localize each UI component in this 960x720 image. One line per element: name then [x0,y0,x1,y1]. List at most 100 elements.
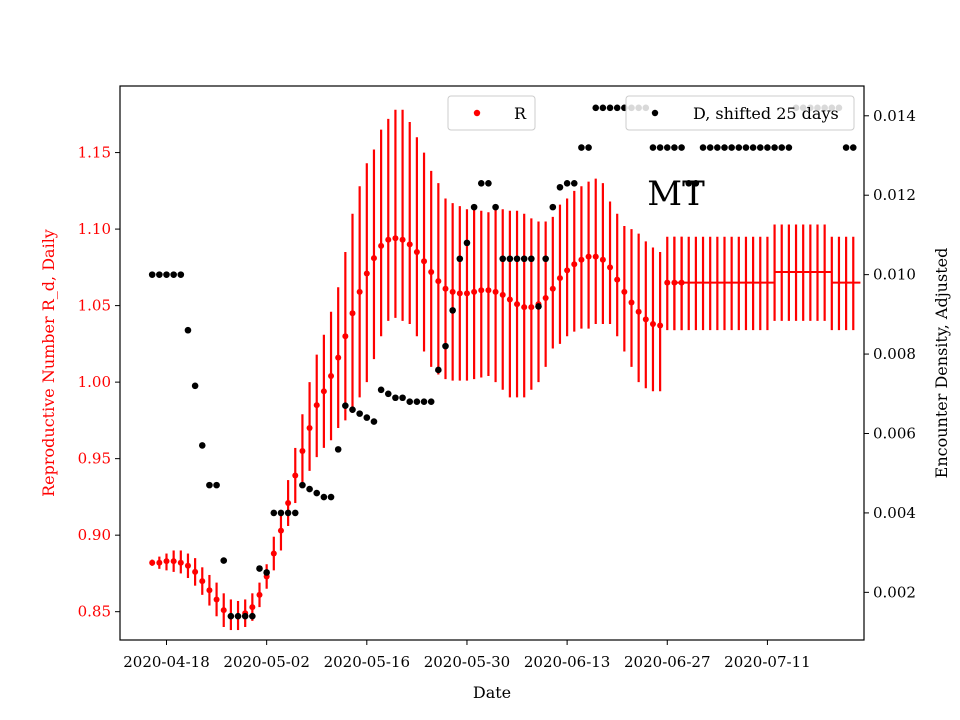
r-point [192,568,199,575]
r-point [528,304,535,311]
r-point [435,278,442,285]
x-tick-label: 2020-04-18 [123,653,209,671]
x-tick-label: 2020-06-27 [624,653,710,671]
d-point [771,144,778,151]
d-point [291,509,299,517]
r-point [335,354,342,361]
d-point [599,104,607,112]
d-point [649,144,657,151]
r-point [370,255,377,262]
d-point [227,612,235,620]
d-point [334,446,342,453]
left-y-axis-title: Reproductive Number R_d, Daily [39,229,58,497]
left-y-tick-label: 0.95 [78,450,111,468]
r-point [592,253,599,260]
r-point [614,276,621,283]
d-point [563,179,571,187]
legend-r-box [447,95,536,131]
legend-r-label: R [514,104,527,123]
right-y-tick-label: 0.004 [873,504,916,522]
r-point [149,559,156,566]
x-axis-title: Date [473,683,511,702]
x-tick-label: 2020-07-11 [724,653,810,671]
right-y-axis-ticks: 0.002 0.004 0.006 0.008 0.010 0.012 0.014 [864,107,916,601]
r-point [571,261,578,268]
r-point [449,288,456,295]
d-point [306,485,313,493]
x-tick-label: 2020-05-30 [424,653,510,671]
left-y-tick-label: 1.15 [78,144,111,162]
d-point [692,179,700,187]
d-point [764,144,771,151]
r-point [163,558,170,565]
d-point [556,183,564,191]
r-point [478,287,485,294]
d-point [699,144,707,151]
r-point [442,285,449,292]
r-point [249,604,256,611]
r-point [170,558,177,565]
legend-r-marker [473,109,481,117]
d-point [728,144,735,151]
r-point [206,587,213,594]
d-point [349,406,356,413]
d-point [570,179,578,187]
d-point [356,410,363,417]
right-y-tick-label: 0.012 [873,186,916,204]
right-y-tick-label: 0.010 [873,266,916,284]
d-point [342,402,349,409]
d-point [313,489,321,497]
state-annotation: MT [647,174,705,214]
d-point [234,612,242,620]
d-point [656,144,664,151]
r-point [349,310,356,317]
d-point [485,179,492,187]
d-point [399,394,406,402]
d-point [206,481,213,489]
r-point [657,322,664,329]
r-point [664,279,671,286]
right-y-axis-title: Encounter Density, Adjusted [932,248,951,479]
d-point [277,509,285,517]
d-point [592,104,600,112]
r-point [628,299,635,306]
r-point [607,264,614,271]
left-y-tick-label: 1.00 [78,373,111,391]
r-point [220,607,227,614]
d-point [270,509,278,517]
legend-d-label: D, shifted 25 days [693,104,839,123]
d-point [671,144,678,151]
legend-r: R [447,95,536,131]
r-point [635,308,642,315]
d-point [449,307,456,314]
d-point [413,398,421,406]
r-point [506,296,513,303]
r-point [413,249,420,256]
d-point [663,144,671,151]
r-point [621,288,628,295]
plot-frame [119,85,865,641]
r-point [277,527,284,534]
d-point [435,366,442,374]
d-point [299,481,306,489]
r-point [299,447,306,454]
d-point [284,509,292,517]
r-point [313,402,320,409]
r-point [671,279,678,286]
r-point [320,388,327,395]
d-point [406,398,414,406]
r-point [642,316,649,323]
r-point [356,288,363,295]
right-y-tick-label: 0.014 [873,107,916,125]
r-point [463,290,470,297]
r-point [556,275,563,282]
r-point [199,578,206,585]
d-point [714,144,721,151]
d-point [535,303,542,310]
r-point [421,258,428,265]
d-point [456,255,464,263]
d-point [542,255,549,263]
r-point [542,294,549,301]
r-point [392,235,399,242]
d-point [578,144,585,151]
